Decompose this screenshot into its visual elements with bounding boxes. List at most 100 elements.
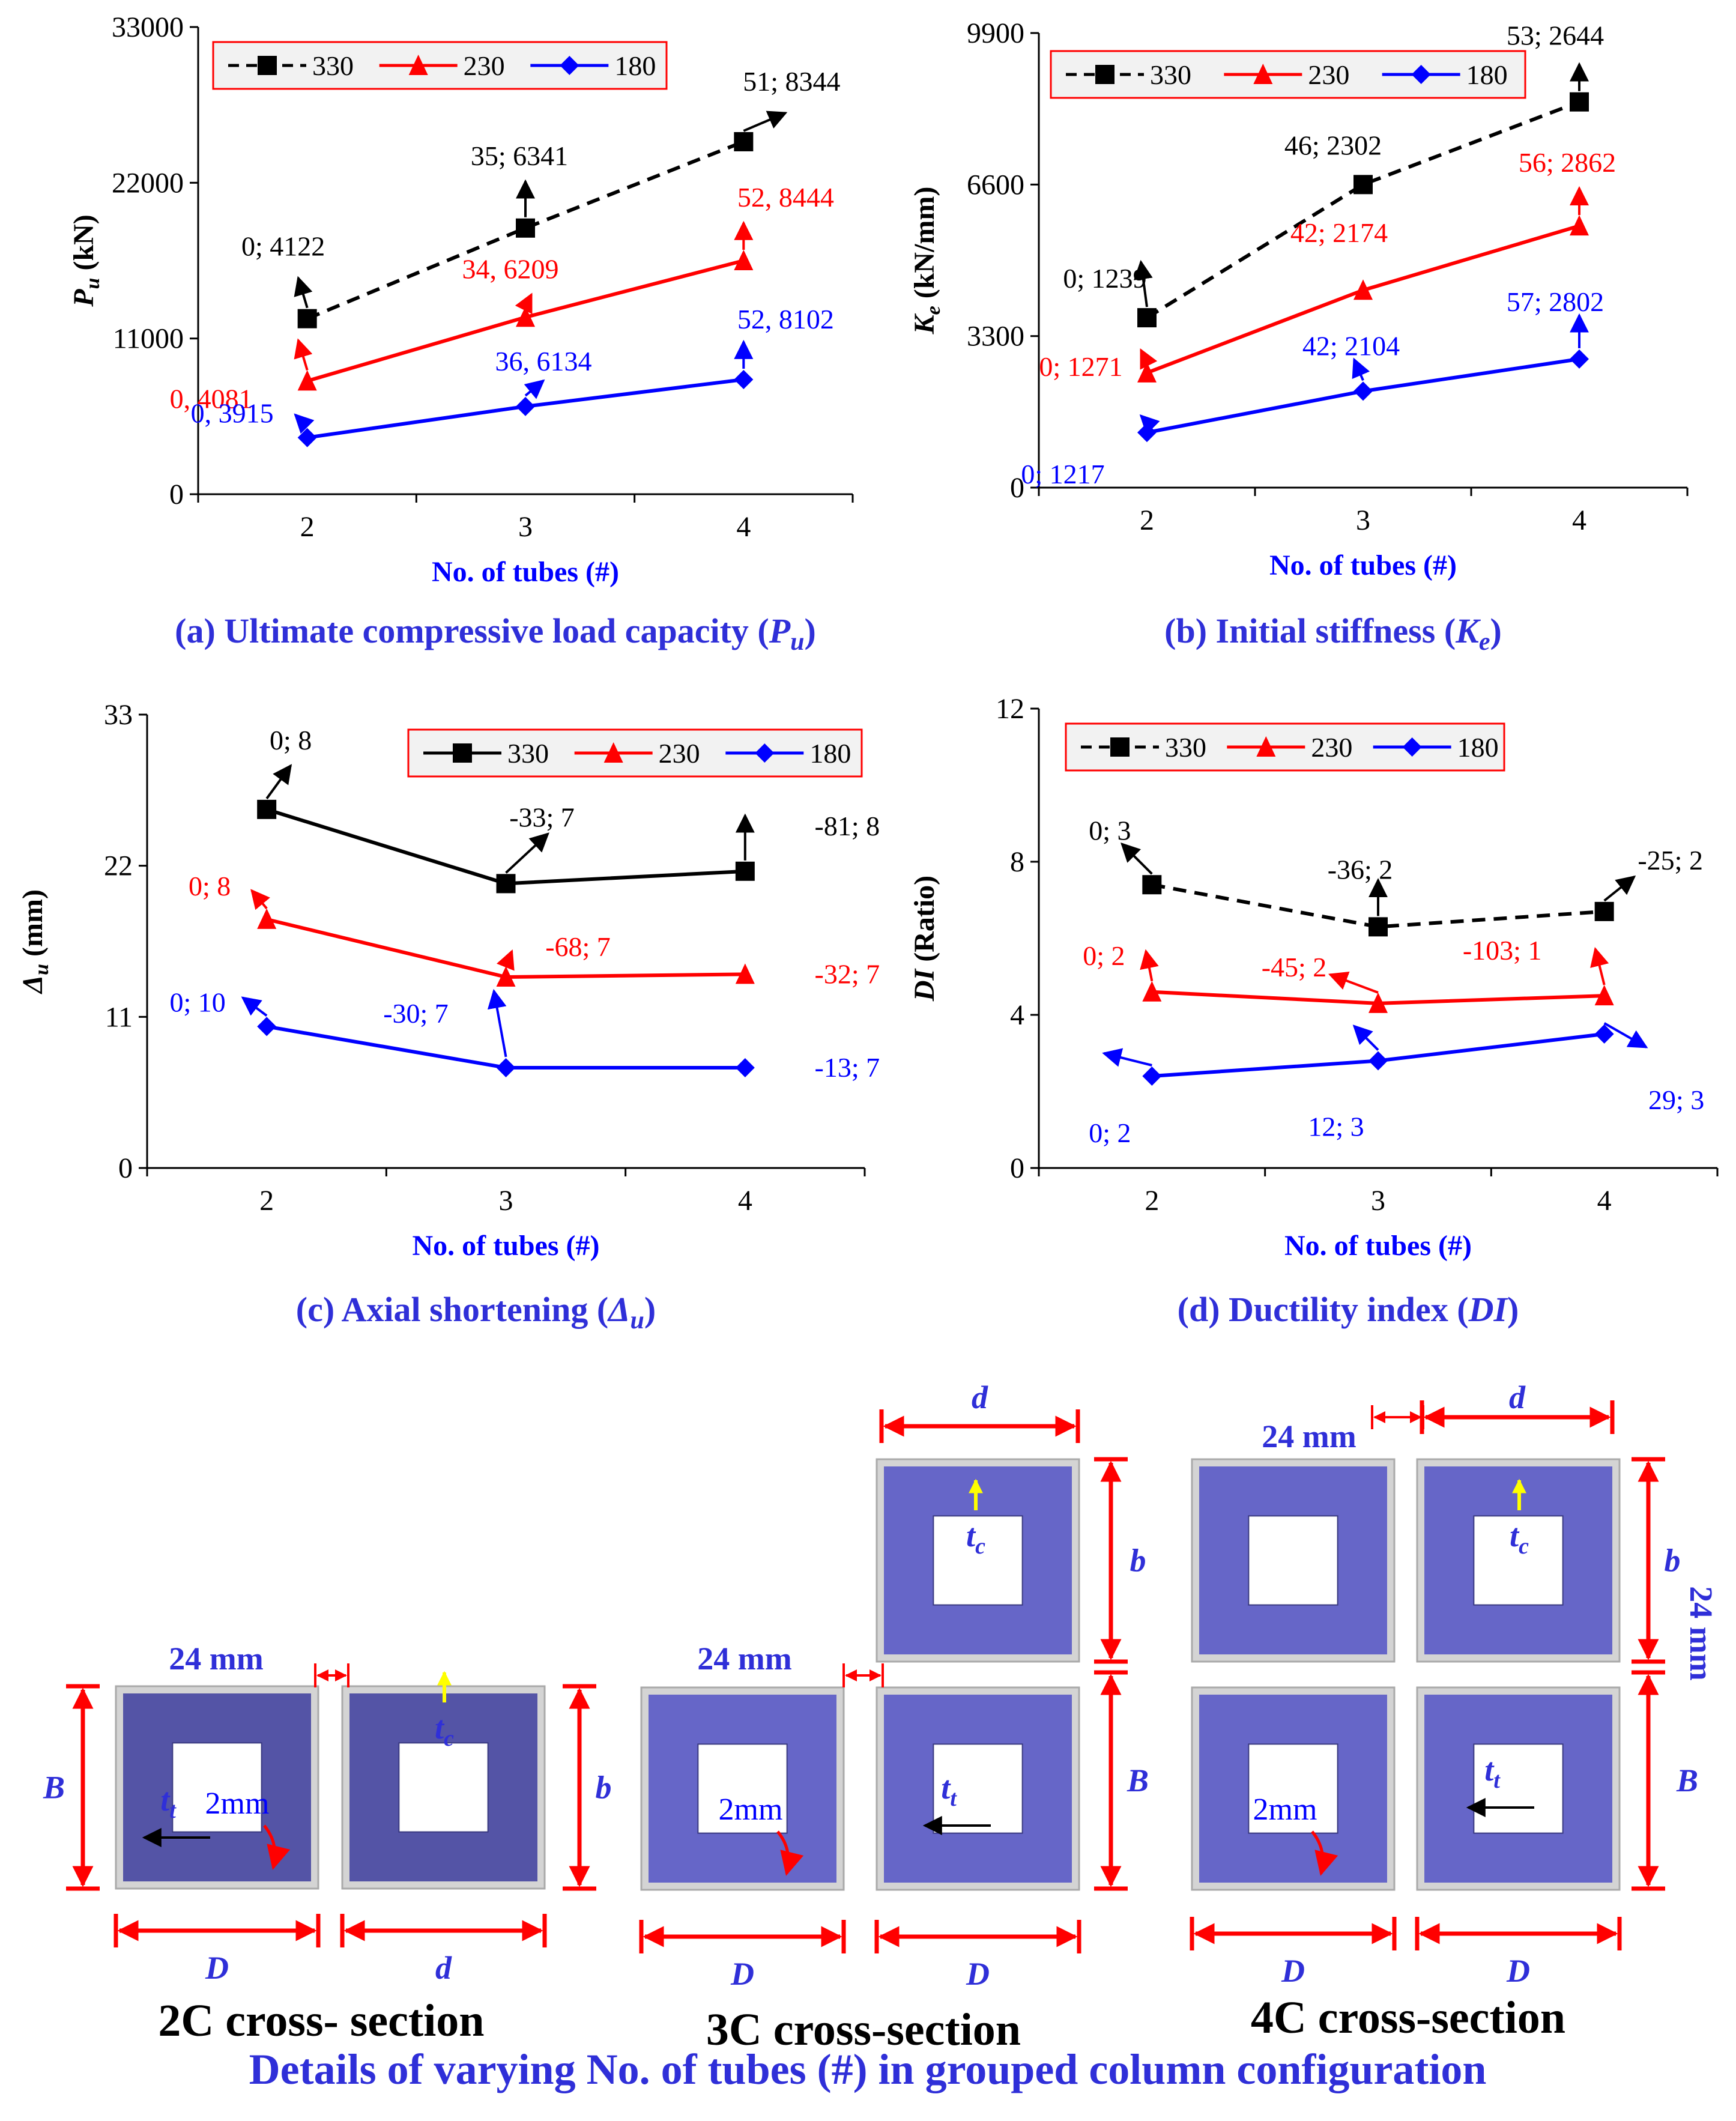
legend-marker-230: [408, 55, 428, 75]
label-arrow-330: [265, 764, 292, 800]
legend-marker-230: [1256, 736, 1276, 757]
caption-var: DI: [1468, 1290, 1509, 1329]
series-330: 0; 4122 35; 6341 51; 8344: [241, 66, 840, 328]
data-label-180: 52, 8102: [737, 304, 834, 334]
x-tick-label: 4: [1597, 1185, 1612, 1217]
y-axis-label-unit: (mm): [17, 889, 49, 964]
y-tick-label: 4: [1010, 999, 1024, 1031]
caption-close: ): [805, 611, 816, 650]
label-arrow-230: [1140, 949, 1159, 982]
dim-label: B: [43, 1770, 65, 1806]
label-arrow-230: [515, 292, 533, 315]
figure-footer-caption: Details of varying No. of tubes (#) in g…: [249, 2045, 1487, 2093]
data-point-230: [516, 306, 535, 327]
legend-label-330: 330: [1150, 59, 1191, 90]
data-label-180: 0, 3915: [191, 398, 274, 429]
data-point-330: [734, 132, 754, 151]
x-tick-label: 4: [1572, 504, 1586, 536]
chart-caption: (a) Ultimate compressive load capacity (…: [175, 611, 816, 656]
data-point-330: [735, 861, 755, 881]
label-arrow-180: [1139, 414, 1160, 435]
y-tick-label: 3300: [967, 321, 1024, 352]
x-axis-label: No. of tubes (#): [1284, 1230, 1472, 1262]
label-arrow-230: [1328, 972, 1379, 994]
dim-label: d: [972, 1379, 988, 1415]
x-axis-label: No. of tubes (#): [432, 556, 619, 588]
data-point-180: [734, 370, 754, 390]
caption-var: K: [1455, 611, 1481, 650]
label-arrow-180: [1352, 1024, 1379, 1051]
y-axis-label-var: K: [909, 313, 940, 334]
data-point-230: [1570, 215, 1589, 236]
legend-marker-180: [560, 56, 579, 75]
y-tick-label: 11000: [113, 323, 184, 355]
inner-void: [933, 1515, 1023, 1606]
x-tick-label: 2: [1140, 504, 1154, 536]
data-point-180: [1353, 381, 1373, 401]
legend: 330 230 180: [1065, 722, 1505, 772]
legend-label-330: 330: [1165, 732, 1206, 763]
y-tick-label: 0: [1010, 1152, 1024, 1184]
wall-thickness-arrow: [776, 1830, 804, 1876]
data-label-330: 0; 8: [270, 725, 312, 755]
spacing-label: 24 mm: [169, 1641, 263, 1677]
caption-close: ): [1490, 611, 1501, 650]
data-label-180: 36, 6134: [495, 346, 592, 377]
legend-label-230: 230: [1311, 732, 1352, 763]
dim-label: B: [1676, 1762, 1698, 1799]
label-arrow-230: [250, 889, 270, 910]
y-tick-label: 22000: [112, 167, 184, 199]
label-arrow-230: [294, 338, 313, 371]
caption-sub: u: [631, 1307, 644, 1334]
legend-label-230: 230: [1308, 59, 1349, 90]
inner-void: [172, 1742, 262, 1833]
y-tick-label: 22: [104, 850, 133, 882]
data-label-180: 0; 2: [1089, 1118, 1131, 1148]
caption-sub: e: [1479, 628, 1490, 656]
thickness-label: tt: [941, 1770, 957, 1811]
tube-section: [1191, 1458, 1396, 1663]
inner-void: [1248, 1743, 1338, 1834]
dim-label: b: [1665, 1543, 1681, 1579]
legend-marker-330: [258, 56, 277, 75]
chart-a: 0 11000 22000 33000 2 3 4 No. of tubes (#) Pu (k…: [68, 11, 854, 656]
legend-label-230: 230: [464, 50, 505, 81]
legend-label-180: 180: [1457, 732, 1499, 763]
label-arrow-330: [1133, 259, 1153, 307]
dim-label: b: [596, 1770, 612, 1806]
data-point-330: [257, 799, 277, 819]
data-label-330: 35; 6341: [471, 141, 568, 171]
tube-section: [876, 1686, 1080, 1891]
label-arrow-180: [1102, 1048, 1152, 1067]
dim-label: b: [1130, 1543, 1146, 1579]
label-arrow-330: [1121, 842, 1153, 875]
legend-label-330: 330: [312, 50, 354, 81]
data-point-180: [1137, 423, 1157, 443]
y-axis-label-unit: (kN): [68, 214, 100, 277]
data-point-180: [496, 1057, 516, 1077]
inner-void: [1473, 1743, 1564, 1834]
legend-label-180: 180: [1466, 59, 1508, 90]
y-axis-label-var: P: [68, 289, 100, 307]
data-label-330: 0; 3: [1089, 815, 1131, 846]
data-point-180: [1594, 1024, 1614, 1044]
x-tick-label: 2: [1145, 1185, 1159, 1217]
data-point-230: [734, 250, 754, 270]
legend: 330 230 180: [1050, 50, 1526, 99]
data-point-230: [257, 908, 277, 929]
legend-label-180: 180: [614, 50, 656, 81]
data-label-330: -25; 2: [1638, 845, 1703, 876]
dim-label: D: [1281, 1953, 1305, 1989]
y-tick-label: 11: [105, 1001, 133, 1033]
dim-label: D: [1506, 1953, 1530, 1989]
legend: 330 230 180: [212, 41, 668, 90]
y-tick-label: 8: [1010, 846, 1024, 878]
caption-text: (a) Ultimate compressive load capacity (: [175, 611, 769, 650]
data-label-180: 0; 10: [170, 987, 226, 1017]
y-tick-label: 0: [169, 479, 184, 510]
x-tick-label: 2: [259, 1185, 274, 1217]
thickness-label: tt: [1484, 1752, 1501, 1793]
caption-var: Δ: [607, 1290, 630, 1329]
